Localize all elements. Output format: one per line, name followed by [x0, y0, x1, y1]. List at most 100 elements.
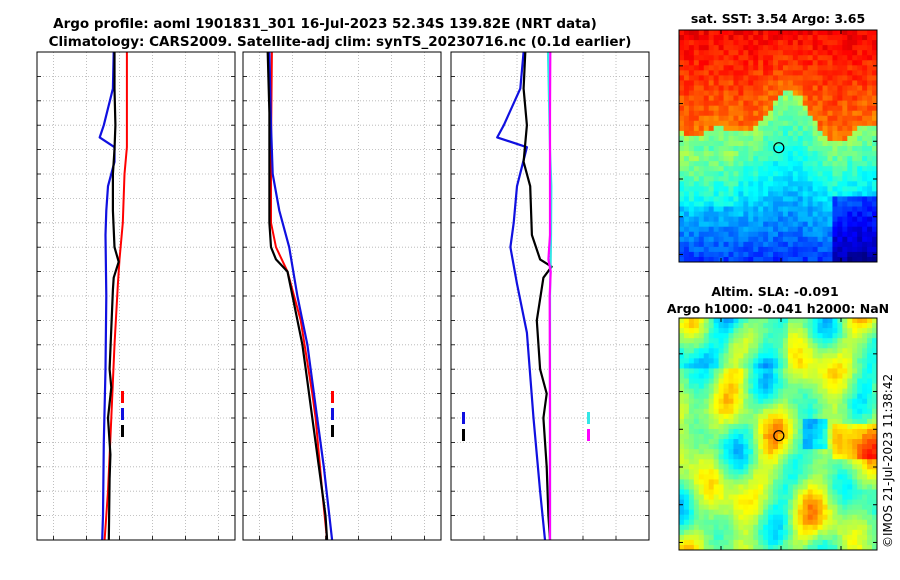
heatmap-cell [683, 338, 690, 344]
heatmap-cell [872, 524, 877, 531]
heatmap-cell [817, 333, 824, 339]
heatmap-cell [792, 343, 799, 349]
heatmap-cell [763, 181, 769, 187]
heatmap-cell [797, 398, 804, 405]
heatmap-cell [857, 328, 863, 334]
heatmap-cell [797, 318, 804, 324]
heatmap-cell [872, 151, 877, 157]
heatmap-cell [723, 539, 730, 546]
heatmap-cell [738, 393, 744, 400]
heatmap-cell [802, 151, 809, 157]
heatmap-cell [683, 343, 690, 349]
heatmap-cell [773, 474, 779, 480]
heatmap-cell [837, 484, 843, 491]
heatmap-cell [802, 539, 809, 546]
heatmap-cell [738, 499, 744, 506]
heatmap-cell [832, 423, 838, 430]
heatmap-cell [748, 50, 754, 56]
heatmap-cell [792, 221, 799, 228]
heatmap-cell [703, 186, 710, 192]
heatmap-cell [718, 323, 725, 329]
heatmap-cell [872, 353, 877, 359]
heatmap-cell [748, 348, 754, 354]
heatmap-cell [708, 70, 715, 76]
heatmap-cell [822, 105, 829, 112]
heatmap-cell [723, 418, 730, 425]
heatmap-cell [862, 140, 868, 147]
heatmap-cell [758, 343, 764, 349]
heatmap-cell [738, 494, 744, 501]
heatmap-cell [832, 186, 838, 192]
heatmap-cell [758, 408, 764, 415]
heatmap-cell [753, 201, 759, 208]
heatmap-cell [703, 115, 710, 122]
heatmap-cell [713, 449, 720, 455]
heatmap-cell [698, 125, 705, 132]
heatmap-cell [723, 75, 730, 82]
heatmap-cell [837, 474, 843, 480]
heatmap-cell [683, 489, 690, 496]
heatmap-cell [733, 206, 739, 213]
heatmap-cell [837, 75, 843, 82]
heatmap-cell [862, 333, 868, 339]
sla-map-title-line2: Argo h1000: -0.041 h2000: NaN [667, 301, 889, 316]
heatmap-cell [797, 434, 804, 440]
heatmap-cell [812, 439, 819, 445]
heatmap-cell [862, 509, 868, 516]
heatmap-cell [753, 343, 759, 349]
heatmap-cell [768, 393, 774, 400]
heatmap-cell [708, 115, 715, 122]
heatmap-cell [812, 171, 819, 177]
heatmap-cell [778, 444, 784, 450]
heatmap-cell [787, 413, 794, 420]
heatmap-cell [713, 378, 720, 385]
heatmap-cell [718, 484, 725, 491]
heatmap-cell [753, 348, 759, 354]
heatmap-cell [837, 156, 843, 162]
heatmap-cell [782, 539, 789, 546]
heatmap-cell [723, 499, 730, 506]
heatmap-cell [812, 469, 819, 475]
heatmap-cell [857, 353, 863, 359]
heatmap-cell [753, 120, 759, 127]
heatmap-cell [708, 241, 715, 248]
heatmap-cell [822, 499, 829, 506]
heatmap-cell [787, 110, 794, 117]
heatmap-cell [708, 125, 715, 132]
heatmap-cell [713, 544, 720, 550]
heatmap-cell [713, 70, 720, 76]
heatmap-cell [837, 40, 843, 46]
heatmap-cell [867, 80, 873, 87]
heatmap-cell [807, 191, 814, 198]
heatmap-cell [778, 489, 784, 496]
heatmap-cell [807, 539, 814, 546]
heatmap-cell [782, 504, 789, 511]
heatmap-cell [827, 428, 834, 435]
heatmap-cell [763, 489, 769, 496]
heatmap-cell [802, 50, 809, 56]
heatmap-cell [787, 489, 794, 496]
heatmap-cell [733, 348, 739, 354]
heatmap-cell [733, 474, 739, 480]
heatmap-cell [827, 251, 834, 258]
heatmap-cell [738, 110, 744, 117]
heatmap-cell [778, 181, 784, 187]
heatmap-cell [802, 479, 809, 486]
heatmap-cell [867, 161, 873, 167]
heatmap-cell [679, 524, 685, 531]
heatmap-cell [728, 504, 735, 511]
heatmap-cell [763, 45, 769, 51]
heatmap-cell [822, 151, 829, 157]
heatmap-cell [688, 403, 695, 410]
heatmap-cell [728, 494, 735, 501]
heatmap-cell [728, 444, 735, 450]
heatmap-cell [822, 459, 829, 465]
heatmap-cell [728, 489, 735, 496]
heatmap-cell [743, 130, 749, 137]
heatmap-cell [842, 231, 848, 238]
heatmap-cell [872, 449, 877, 455]
heatmap-cell [758, 60, 764, 66]
heatmap-cell [763, 479, 769, 486]
heatmap-cell [743, 529, 749, 536]
heatmap-cell [802, 333, 809, 339]
